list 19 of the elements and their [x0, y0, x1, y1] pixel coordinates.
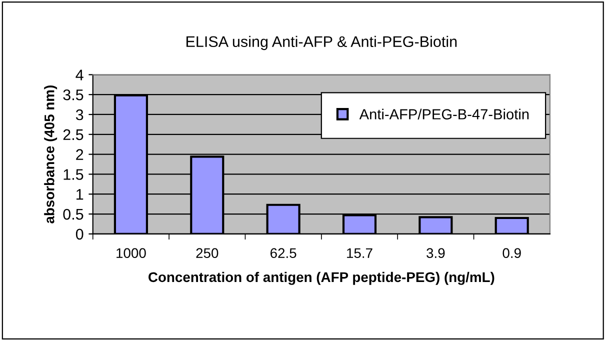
- y-tick-label: 3.5: [63, 89, 84, 100]
- x-tick-label: 250: [196, 248, 218, 258]
- x-axis-title: Concentration of antigen (AFP peptide-PEG) (ng/mL): [148, 272, 494, 285]
- y-tick-label: 1.5: [64, 169, 84, 180]
- y-tick-label: 2: [76, 149, 84, 160]
- legend-label: Anti-AFP/PEG-B-47-Biotin: [359, 108, 529, 120]
- chart-title: ELISA using Anti-AFP & Anti-PEG-Biotin: [186, 36, 457, 50]
- x-tick-label: 0.9: [502, 248, 521, 258]
- y-tick-label: 1: [76, 189, 84, 200]
- x-tick-label: 3.9: [426, 248, 445, 258]
- x-tick-label: 15.7: [347, 248, 372, 258]
- y-tick-label: 4: [76, 70, 84, 80]
- y-tick-label: 2.5: [63, 129, 84, 140]
- y-tick-label: 0: [76, 228, 84, 240]
- x-tick-label: 1000: [116, 248, 146, 258]
- y-tick-label: 3: [76, 109, 84, 120]
- y-axis-title: absorbance (405 nm): [44, 86, 58, 224]
- y-tick-label: 0.5: [63, 208, 84, 220]
- x-tick-label: 62.5: [270, 248, 296, 258]
